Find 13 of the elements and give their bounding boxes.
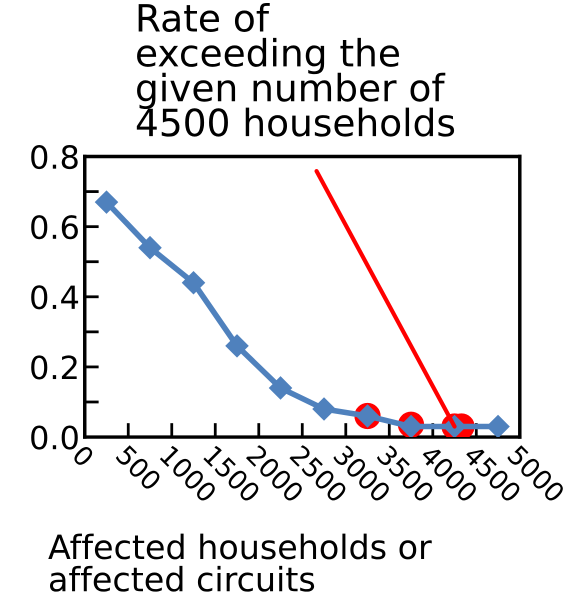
y-tick-label: 0.2 xyxy=(31,355,77,380)
point xyxy=(269,376,292,400)
point xyxy=(95,190,118,214)
point xyxy=(226,334,249,358)
point xyxy=(312,398,336,420)
y-tick-label: 0.6 xyxy=(31,215,78,240)
point xyxy=(486,415,510,438)
point xyxy=(182,271,206,294)
annotation: Rate of exceeding the given number of 4500 households xyxy=(136,3,454,137)
y-tick-label: 0.4 xyxy=(31,285,78,310)
point xyxy=(138,236,162,260)
x-axis-title: Affected households or affected circuits xyxy=(48,534,432,592)
y-tick-label: 0.8 xyxy=(31,144,78,170)
